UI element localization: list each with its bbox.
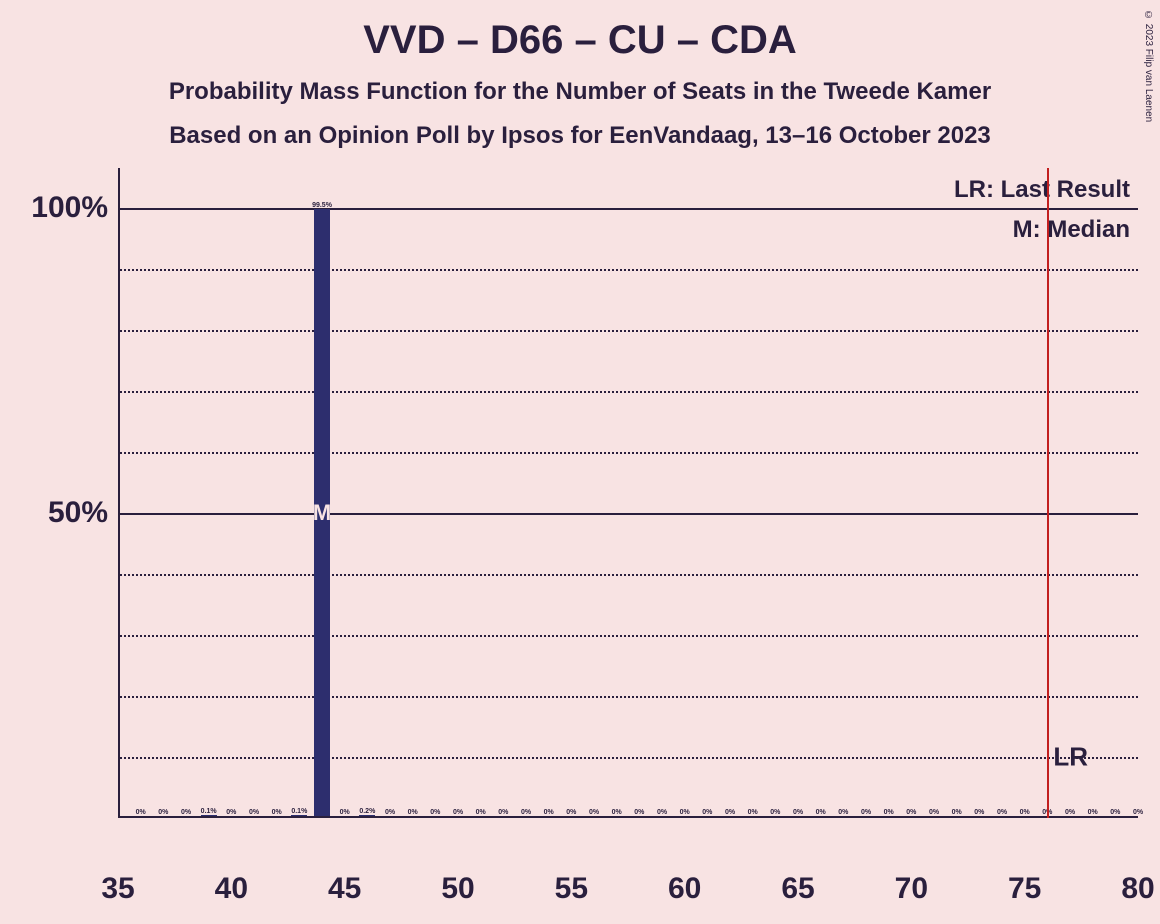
bar xyxy=(359,815,375,816)
bar-pct-label: 0% xyxy=(1065,809,1075,816)
bar-pct-label: 0% xyxy=(906,809,916,816)
grid-minor xyxy=(120,635,1138,637)
x-tick-label: 35 xyxy=(101,872,134,906)
bar-pct-label: 0% xyxy=(1020,809,1030,816)
grid-major xyxy=(120,513,1138,515)
x-tick-label: 60 xyxy=(668,872,701,906)
grid-major xyxy=(120,208,1138,210)
grid-minor xyxy=(120,696,1138,698)
bar-pct-label: 0% xyxy=(476,809,486,816)
x-tick-label: 65 xyxy=(781,872,814,906)
bar-pct-label: 99.5% xyxy=(312,202,332,209)
bar-pct-label: 0.1% xyxy=(291,808,307,815)
bar-pct-label: 0% xyxy=(793,809,803,816)
chart-title: VVD – D66 – CU – CDA xyxy=(0,18,1160,63)
bar xyxy=(201,815,217,816)
grid-minor xyxy=(120,574,1138,576)
bar-pct-label: 0% xyxy=(340,809,350,816)
bar-pct-label: 0% xyxy=(272,809,282,816)
legend-last-result: LR: Last Result xyxy=(954,176,1130,204)
bar-pct-label: 0% xyxy=(974,809,984,816)
x-tick-label: 75 xyxy=(1008,872,1041,906)
bar-pct-label: 0.1% xyxy=(201,808,217,815)
bar-pct-label: 0% xyxy=(725,809,735,816)
y-axis xyxy=(118,168,120,818)
bar-pct-label: 0% xyxy=(657,809,667,816)
bar-pct-label: 0% xyxy=(408,809,418,816)
bar-pct-label: 0% xyxy=(181,809,191,816)
median-marker: M xyxy=(313,500,331,526)
grid-minor xyxy=(120,269,1138,271)
plot-area: LR: Last Result M: Median 0% 0% 0% 0.1% 0% 0%… xyxy=(118,168,1138,818)
bar-pct-label: 0% xyxy=(748,809,758,816)
bar-pct-label: 0.2% xyxy=(359,808,375,815)
bar-pct-label: 0% xyxy=(952,809,962,816)
bar-pct-label: 0% xyxy=(498,809,508,816)
last-result-line xyxy=(1047,168,1049,818)
bar-pct-label: 0% xyxy=(929,809,939,816)
grid-minor xyxy=(120,391,1138,393)
bar-pct-label: 0% xyxy=(612,809,622,816)
bar-pct-label: 0% xyxy=(521,809,531,816)
grid-minor xyxy=(120,330,1138,332)
y-tick-label: 100% xyxy=(8,191,108,225)
chart-subtitle-1: Probability Mass Function for the Number… xyxy=(0,78,1160,106)
bar-pct-label: 0% xyxy=(680,809,690,816)
copyright-text: © 2023 Filip van Laenen xyxy=(1143,10,1154,122)
bar-pct-label: 0% xyxy=(430,809,440,816)
bar-pct-label: 0% xyxy=(226,809,236,816)
x-tick-label: 70 xyxy=(895,872,928,906)
bar-pct-label: 0% xyxy=(566,809,576,816)
grid-minor xyxy=(120,757,1138,759)
last-result-label: LR xyxy=(1053,742,1088,773)
bar-pct-label: 0% xyxy=(861,809,871,816)
x-tick-label: 45 xyxy=(328,872,361,906)
bar-pct-label: 0% xyxy=(158,809,168,816)
chart-subtitle-2: Based on an Opinion Poll by Ipsos for Ee… xyxy=(0,122,1160,150)
bar xyxy=(291,815,307,816)
bar-pct-label: 0% xyxy=(249,809,259,816)
bar-pct-label: 0% xyxy=(816,809,826,816)
grid-minor xyxy=(120,452,1138,454)
y-tick-label: 50% xyxy=(8,496,108,530)
bar-pct-label: 0% xyxy=(1088,809,1098,816)
x-axis xyxy=(118,816,1138,818)
bar-pct-label: 0% xyxy=(838,809,848,816)
x-tick-label: 55 xyxy=(555,872,588,906)
bar-pct-label: 0% xyxy=(702,809,712,816)
bar-pct-label: 0% xyxy=(884,809,894,816)
bar-pct-label: 0% xyxy=(544,809,554,816)
x-tick-label: 80 xyxy=(1121,872,1154,906)
x-tick-label: 50 xyxy=(441,872,474,906)
bar-pct-label: 0% xyxy=(770,809,780,816)
bar-pct-label: 0% xyxy=(634,809,644,816)
bar-pct-label: 0% xyxy=(1133,809,1143,816)
x-tick-label: 40 xyxy=(215,872,248,906)
bar-pct-label: 0% xyxy=(385,809,395,816)
bar-pct-label: 0% xyxy=(589,809,599,816)
bar-pct-label: 0% xyxy=(1110,809,1120,816)
bar-pct-label: 0% xyxy=(997,809,1007,816)
bar-pct-label: 0% xyxy=(453,809,463,816)
bar-pct-label: 0% xyxy=(136,809,146,816)
legend-median: M: Median xyxy=(1013,216,1130,244)
